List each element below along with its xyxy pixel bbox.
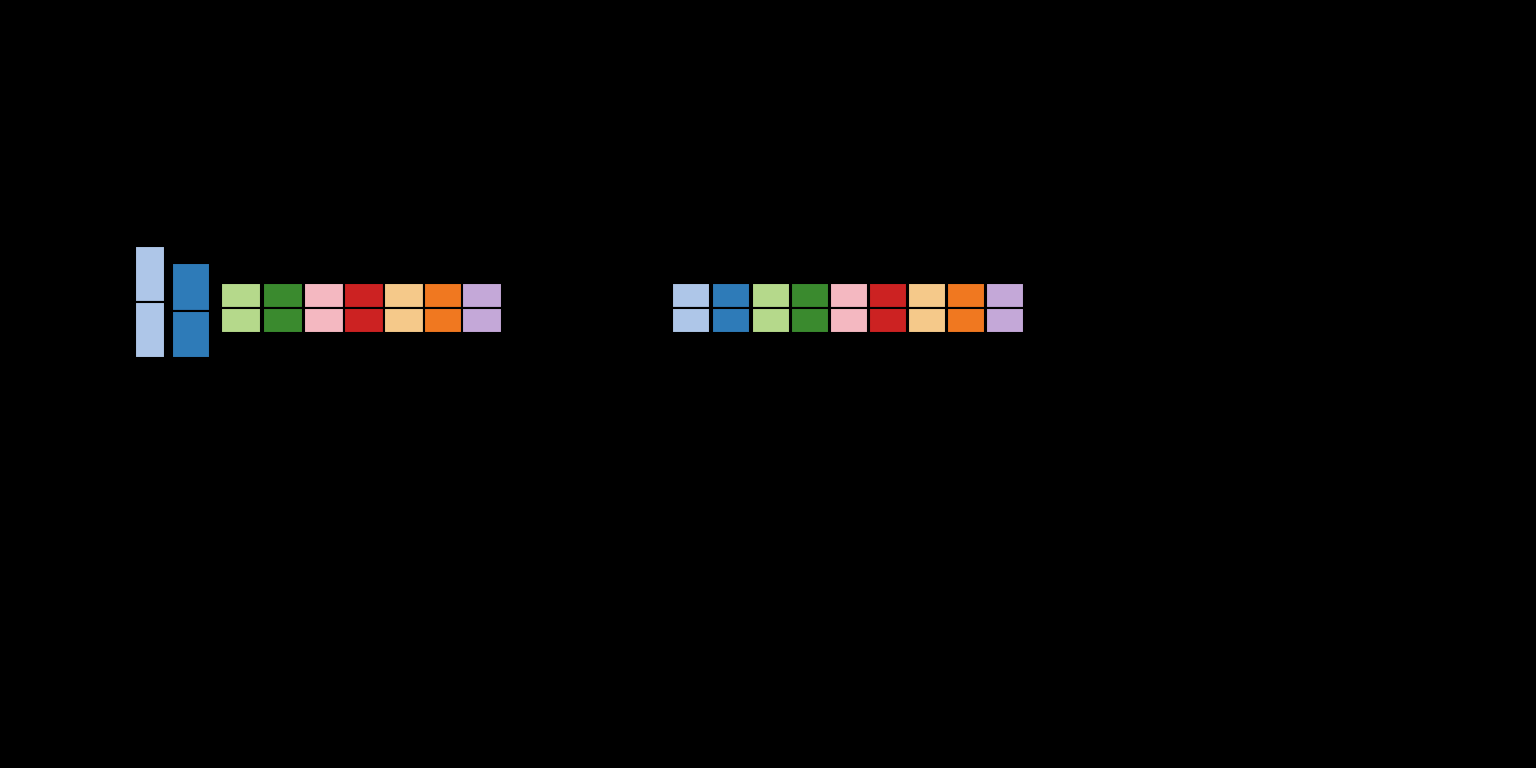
Bar <box>948 283 985 308</box>
Bar <box>424 283 464 308</box>
Bar <box>986 308 1025 333</box>
Bar <box>713 308 750 333</box>
Bar <box>344 308 384 333</box>
Bar <box>713 283 750 308</box>
Bar <box>304 283 344 308</box>
Bar <box>869 283 906 308</box>
Bar <box>135 302 164 358</box>
Bar <box>221 283 261 308</box>
Bar <box>673 308 710 333</box>
Bar <box>673 283 710 308</box>
Bar <box>424 308 464 333</box>
Bar <box>753 283 790 308</box>
Bar <box>263 308 303 333</box>
Bar <box>986 283 1025 308</box>
Bar <box>172 263 210 311</box>
Bar <box>948 308 985 333</box>
Bar <box>221 308 261 333</box>
Bar <box>829 308 868 333</box>
Bar <box>384 308 424 333</box>
Bar <box>791 283 829 308</box>
Bar <box>304 308 344 333</box>
Bar <box>791 308 829 333</box>
Bar <box>135 246 164 302</box>
Bar <box>829 283 868 308</box>
Bar <box>908 308 946 333</box>
Bar <box>344 283 384 308</box>
Bar <box>753 308 790 333</box>
Bar <box>172 311 210 358</box>
Bar <box>384 283 424 308</box>
Bar <box>263 283 303 308</box>
Bar <box>908 283 946 308</box>
Bar <box>462 283 502 308</box>
Bar <box>462 308 502 333</box>
Bar <box>869 308 906 333</box>
